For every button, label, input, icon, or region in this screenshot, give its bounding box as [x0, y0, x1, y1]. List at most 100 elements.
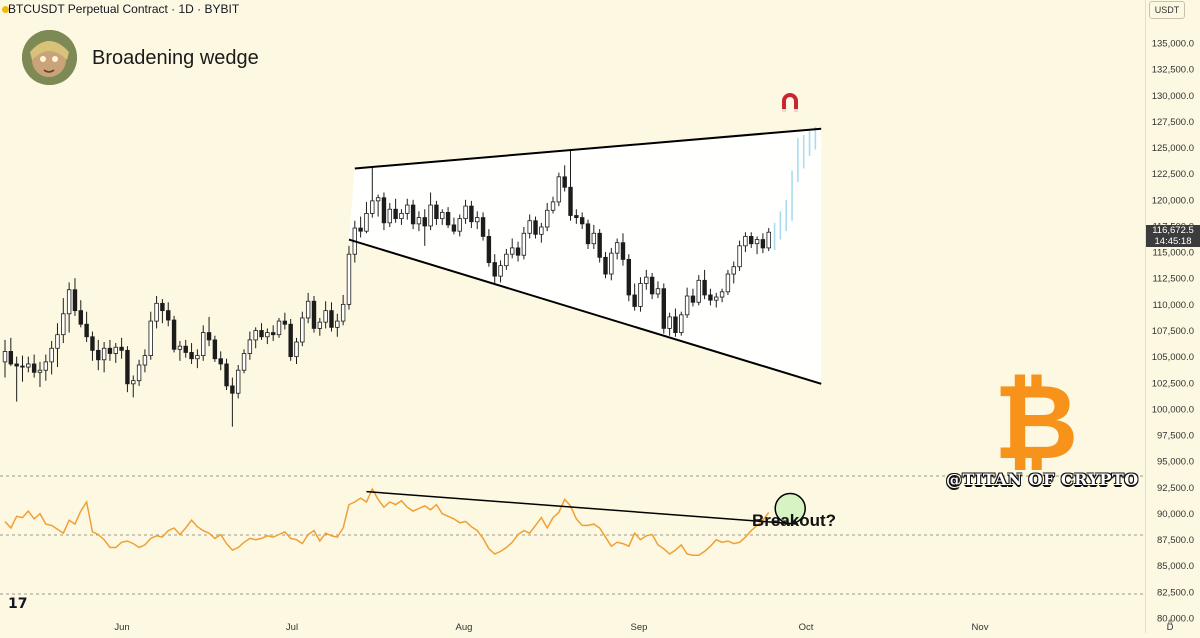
candle-body — [399, 213, 404, 220]
candle-body — [591, 232, 597, 245]
candle-body — [469, 205, 474, 223]
candle-body — [49, 347, 54, 363]
candle-body — [463, 205, 468, 220]
candle-body — [562, 176, 567, 188]
candle-body — [317, 321, 323, 329]
candle-body — [550, 201, 556, 211]
tradingview-logo[interactable]: 17 — [8, 596, 28, 612]
candle-body — [154, 302, 159, 322]
candle-body — [597, 232, 602, 258]
candle-body — [620, 242, 626, 260]
candle-body — [422, 217, 427, 227]
candle-body — [679, 314, 684, 333]
candle-body — [131, 380, 136, 385]
candle-body — [148, 320, 153, 356]
candle-body — [603, 256, 608, 275]
candle-body — [119, 346, 124, 351]
candle-body — [480, 217, 486, 237]
candle-body — [475, 217, 480, 223]
candle-body — [556, 176, 562, 203]
candle-body — [177, 345, 183, 350]
candle-body — [31, 363, 37, 373]
breakout-circle — [774, 492, 806, 525]
candle-body — [26, 363, 31, 368]
candle-body — [20, 365, 25, 368]
candle-body — [358, 227, 363, 232]
candle-body — [743, 236, 748, 247]
candle-body — [760, 239, 766, 249]
candle-body — [410, 204, 416, 225]
auto-scale-toggle[interactable]: A — [1167, 618, 1174, 628]
candle-body — [504, 253, 509, 267]
candle-body — [393, 208, 398, 220]
currency-selector[interactable]: USDT — [1149, 1, 1185, 19]
candle-body — [171, 319, 177, 350]
wedge-upper-line — [354, 127, 822, 170]
candle-body — [90, 336, 95, 351]
candle-body — [136, 364, 142, 382]
candle-body — [253, 330, 258, 341]
candle-body — [2, 351, 8, 363]
candle-body — [387, 208, 392, 224]
candle-body — [288, 323, 293, 358]
candle-body — [142, 355, 148, 366]
candle-body — [14, 363, 19, 367]
candle-body — [370, 200, 375, 214]
candle-body — [235, 369, 241, 394]
candle-body — [218, 358, 223, 365]
price-axis[interactable] — [1145, 0, 1200, 633]
symbol-status-dot — [2, 6, 9, 13]
candle-body — [574, 215, 579, 218]
candle-body — [719, 291, 725, 298]
candle-body — [247, 339, 253, 354]
candle-body — [66, 289, 72, 315]
candle-body — [451, 224, 457, 232]
magnet-body — [782, 93, 798, 109]
candle-body — [335, 320, 340, 328]
candle-body — [375, 197, 381, 202]
candle-body — [346, 253, 352, 305]
candle-body — [714, 296, 719, 301]
candle-body — [544, 209, 550, 228]
candle-body — [434, 204, 439, 220]
candle-body — [754, 239, 760, 245]
candle-body — [533, 220, 538, 235]
candle-body — [445, 211, 451, 226]
candle-body — [241, 353, 247, 371]
candle-body — [72, 289, 78, 312]
candle-body — [684, 295, 690, 316]
candle-body — [78, 310, 83, 325]
candle-body — [195, 355, 200, 360]
candle-body — [259, 330, 264, 338]
candle-body — [107, 347, 113, 354]
candle-body — [632, 294, 637, 307]
symbol-title[interactable]: BTCUSDT Perpetual Contract · 1D · BYBIT — [8, 2, 240, 16]
breakout-annotation: Breakout? — [752, 511, 837, 530]
wedge-area — [348, 128, 822, 384]
candle-body — [749, 236, 754, 245]
candle-body — [323, 310, 328, 323]
candle-body — [84, 323, 89, 338]
candle-body — [416, 217, 422, 225]
candle-body — [510, 247, 515, 255]
avatar-image — [22, 30, 77, 85]
candle-body — [212, 339, 218, 360]
candle-body — [486, 236, 492, 263]
candle-body — [696, 279, 701, 303]
candle-body — [201, 332, 206, 356]
candle-body — [737, 245, 742, 268]
candle-body — [166, 310, 171, 321]
watermark-text: @TITAN OF CRYPTO — [946, 470, 1139, 489]
candle-body — [708, 294, 713, 301]
candle-body — [626, 259, 632, 296]
avatar[interactable] — [22, 30, 77, 85]
candle-body — [101, 347, 107, 361]
candle-body — [457, 218, 462, 232]
candle-body — [160, 302, 165, 312]
candle-body — [206, 332, 212, 341]
magnet-tip-left — [782, 109, 786, 112]
candle-body — [183, 345, 188, 353]
candle-body — [731, 266, 736, 275]
